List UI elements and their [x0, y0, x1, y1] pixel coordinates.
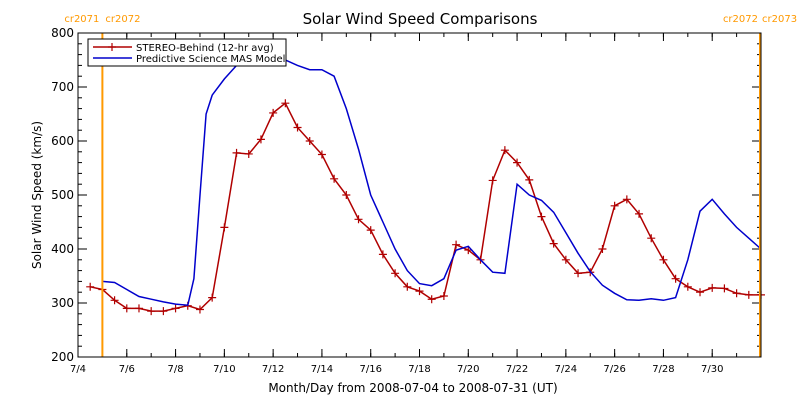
data-point: [610, 201, 619, 210]
series-line-1: [102, 53, 762, 307]
data-point: [366, 226, 375, 235]
data-point: [293, 123, 302, 132]
y-tick-label: 300: [51, 296, 74, 310]
x-tick-label: 7/28: [652, 364, 674, 375]
data-point: [500, 146, 509, 155]
data-point: [171, 304, 180, 313]
chart-title: Solar Wind Speed Comparisons: [303, 10, 538, 28]
y-axis-label: Solar Wind Speed (km/s): [30, 121, 44, 269]
y-tick-labels: 200 300 400 500 600 700 800: [51, 26, 74, 364]
data-point: [415, 287, 424, 296]
data-point: [354, 215, 363, 224]
data-point: [403, 282, 412, 291]
data-point: [488, 176, 497, 185]
data-point: [549, 239, 558, 248]
carrington-right-label: cr2072: [105, 14, 140, 25]
x-tick-label: 7/4: [70, 364, 86, 375]
data-point: [86, 282, 95, 291]
x-tick-label: 7/26: [603, 364, 625, 375]
legend-label-mas: Predictive Science MAS Model: [136, 54, 285, 65]
legend-box: [87, 38, 287, 67]
data-point: [452, 240, 461, 249]
data-point: [220, 223, 229, 232]
data-point: [635, 209, 644, 218]
data-point: [281, 99, 290, 108]
x-tick-label: 7/20: [457, 364, 479, 375]
x-tick-label: 7/16: [359, 364, 381, 375]
data-point: [122, 304, 131, 313]
data-point: [732, 289, 741, 298]
carrington-left-label: cr2072: [723, 14, 758, 25]
series-layer: [86, 53, 765, 316]
series-line-0: [90, 102, 761, 312]
data-point: [317, 150, 326, 159]
data-point: [696, 288, 705, 297]
data-point: [683, 282, 692, 291]
data-point: [232, 148, 241, 157]
x-tick-label: 7/24: [555, 364, 577, 375]
data-point: [159, 307, 168, 316]
x-tick-labels: 7/4 7/6 7/8 7/10 7/12 7/14 7/16 7/18 7/20 7/22 7/2…: [70, 364, 723, 375]
y-tick-label: 200: [51, 350, 74, 364]
data-point: [574, 269, 583, 278]
plot-frame: [77, 32, 762, 358]
y-tick-label: 700: [51, 80, 74, 94]
x-tick-label: 7/14: [311, 364, 333, 375]
data-point: [244, 149, 253, 158]
data-point: [744, 290, 753, 299]
x-tick-label: 7/22: [506, 364, 528, 375]
data-point: [647, 234, 656, 243]
data-point: [708, 283, 717, 292]
y-tick-label: 400: [51, 242, 74, 256]
data-point: [659, 255, 668, 264]
data-point: [208, 293, 217, 302]
x-tick-label: 7/18: [408, 364, 430, 375]
y-tick-label: 600: [51, 134, 74, 148]
data-point: [110, 296, 119, 305]
data-point: [720, 284, 729, 293]
legend: STEREO-Behind (12-hr avg) Predictive Sci…: [87, 38, 287, 67]
x-tick-label: 7/30: [701, 364, 723, 375]
x-axis-label: Month/Day from 2008-07-04 to 2008-07-31 …: [268, 381, 557, 395]
x-tick-label: 7/8: [168, 364, 184, 375]
legend-marker: [108, 43, 116, 51]
data-point: [269, 108, 278, 117]
carrington-right-label: cr2073: [762, 14, 797, 25]
y-tick-label: 500: [51, 188, 74, 202]
data-point: [378, 250, 387, 259]
data-point: [439, 291, 448, 300]
x-tick-label: 7/12: [262, 364, 284, 375]
data-point: [330, 174, 339, 183]
data-point: [391, 269, 400, 278]
data-point: [561, 255, 570, 264]
data-point: [427, 295, 436, 304]
data-point: [598, 245, 607, 253]
data-point: [195, 305, 204, 314]
x-tick-label: 7/6: [119, 364, 135, 375]
carrington-markers: cr2071 cr2072 cr2072 cr2073: [64, 14, 797, 357]
y-tick-label: 800: [51, 26, 74, 40]
data-point: [537, 212, 546, 221]
data-point: [256, 135, 265, 144]
x-tick-label: 7/10: [213, 364, 235, 375]
data-point: [342, 191, 351, 199]
legend-label-stereo: STEREO-Behind (12-hr avg): [136, 43, 274, 54]
data-point: [305, 137, 314, 145]
data-point: [513, 158, 522, 167]
carrington-left-label: cr2071: [64, 14, 99, 25]
data-point: [147, 307, 156, 316]
data-point: [134, 304, 143, 313]
data-point: [671, 274, 680, 283]
data-point: [525, 175, 534, 184]
data-point: [622, 195, 631, 204]
